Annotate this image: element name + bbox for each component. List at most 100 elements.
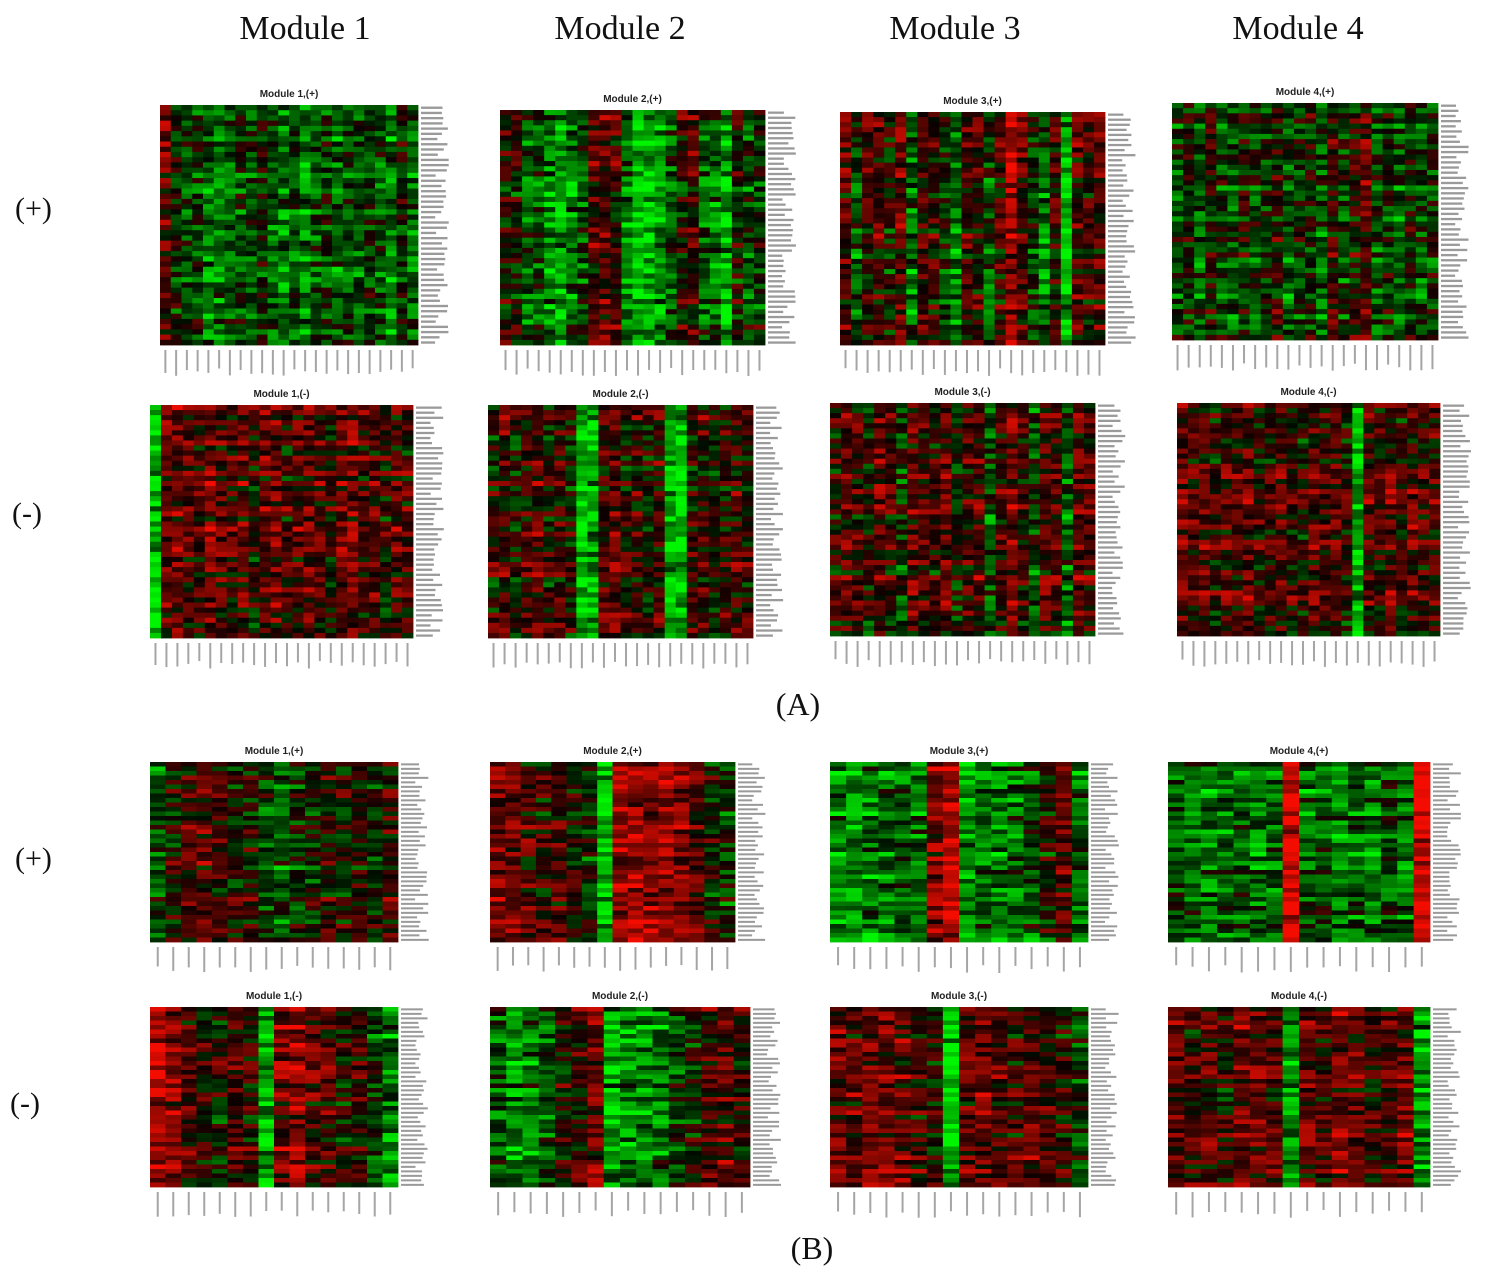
heatmap-cell <box>1249 103 1262 109</box>
heatmap-cell <box>851 223 863 229</box>
heatmap-cell <box>599 135 611 142</box>
heatmap-cell <box>160 204 172 210</box>
heatmap-cell <box>1393 242 1406 248</box>
heatmap-cell <box>321 219 333 226</box>
heatmap-cell <box>1194 216 1206 222</box>
heatmap-cell <box>213 120 225 127</box>
heatmap-cell <box>1216 247 1228 253</box>
heatmap-cell <box>203 230 215 236</box>
heatmap-cell <box>895 142 907 148</box>
heatmap-cell <box>1082 314 1095 321</box>
heatmap-cell <box>170 230 182 236</box>
heatmap-cell <box>364 146 376 153</box>
row-label-b-minus: (-) <box>10 1087 40 1120</box>
heatmap-cell <box>654 227 667 234</box>
heatmap-cell <box>1071 324 1084 331</box>
heatmap-cell <box>972 329 984 336</box>
heatmap-cell <box>1060 172 1073 179</box>
heatmap-cell <box>332 261 344 268</box>
heatmap-cell <box>1415 247 1428 253</box>
heatmap-cell <box>192 277 204 283</box>
gene-label-mark <box>421 132 442 135</box>
heatmap-cell <box>364 157 376 163</box>
heatmap-cell <box>332 308 344 315</box>
heatmap-cell <box>332 225 344 231</box>
heatmap-cell <box>698 242 711 249</box>
heatmap-cell <box>687 222 700 228</box>
heatmap-cell <box>256 157 268 163</box>
heatmap-cell <box>1338 231 1350 238</box>
heatmap-cell <box>1426 319 1439 325</box>
heatmap-cell <box>1172 221 1184 228</box>
heatmap-cell <box>278 105 290 111</box>
heatmap-cell <box>742 324 755 331</box>
heatmap-cell <box>1349 108 1361 114</box>
heatmap-cell <box>577 125 589 131</box>
heatmap-cell <box>1360 257 1372 264</box>
heatmap-cell <box>1049 334 1062 341</box>
heatmap-cell <box>588 329 600 336</box>
heatmap-cell <box>342 120 354 127</box>
heatmap-cell <box>709 186 722 193</box>
heatmap-cell <box>983 329 995 336</box>
heatmap-cell <box>544 227 556 234</box>
heatmap-cell <box>1005 258 1018 265</box>
gene-label-mark <box>416 447 443 450</box>
heatmap-cell <box>862 177 874 184</box>
heatmap-cell <box>1093 127 1106 133</box>
heatmap-cell <box>753 283 766 290</box>
heatmap-cell <box>226 425 239 431</box>
heatmap-cell <box>1393 118 1406 125</box>
heatmap-cell <box>840 299 852 305</box>
heatmap-cell <box>278 271 290 278</box>
heatmap-cell <box>203 318 215 325</box>
heatmap-cell <box>289 235 301 242</box>
heatmap-cell <box>1194 303 1206 310</box>
heatmap-cell <box>385 334 397 341</box>
heatmap-cell <box>1305 128 1317 135</box>
heatmap-cell <box>1249 236 1262 243</box>
heatmap-cell <box>1238 288 1250 295</box>
heatmap-cell <box>1271 200 1284 207</box>
heatmap-cell <box>873 309 885 316</box>
gene-label-mark <box>768 121 792 125</box>
heatmap-cell <box>599 237 611 244</box>
heatmap-cell <box>1172 190 1184 197</box>
heatmap-cell <box>1027 233 1040 240</box>
heatmap-cell <box>1293 273 1306 279</box>
heatmap-cell <box>1393 262 1406 269</box>
heatmap-cell <box>1382 319 1395 325</box>
heatmap-cell <box>1238 293 1250 300</box>
heatmap-cell <box>1060 258 1073 265</box>
heatmap-cell <box>742 161 755 167</box>
heatmap-cell <box>203 136 215 142</box>
heatmap-cell <box>917 284 929 290</box>
heatmap-cell <box>385 256 397 262</box>
heatmap-cell <box>643 135 655 142</box>
heatmap-cell <box>577 283 589 290</box>
heatmap-cell <box>709 135 722 142</box>
heatmap-cell <box>1293 298 1306 305</box>
heatmap-cell <box>289 219 301 226</box>
heatmap-cell <box>840 182 852 189</box>
heatmap-title: Module 4,(+) <box>1275 87 1335 98</box>
heatmap-cell <box>698 212 711 218</box>
heatmap-cell <box>522 263 534 269</box>
heatmap-cell <box>1071 304 1084 310</box>
heatmap-cell <box>972 187 984 194</box>
heatmap-cell <box>281 445 293 451</box>
heatmap-cell <box>385 282 397 289</box>
heatmap-cell <box>407 131 419 137</box>
heatmap-cell <box>246 157 258 163</box>
heatmap-cell <box>224 183 236 189</box>
heatmap-cell <box>983 258 995 265</box>
heatmap-cell <box>720 135 733 142</box>
heatmap-cell <box>1293 314 1306 320</box>
heatmap-cell <box>632 222 644 228</box>
heatmap-cell <box>267 230 279 236</box>
heatmap-cell <box>1260 144 1273 150</box>
heatmap-cell <box>396 172 408 179</box>
heatmap-cell <box>731 309 744 315</box>
heatmap-cell <box>851 329 863 336</box>
heatmap-cell <box>873 122 885 128</box>
